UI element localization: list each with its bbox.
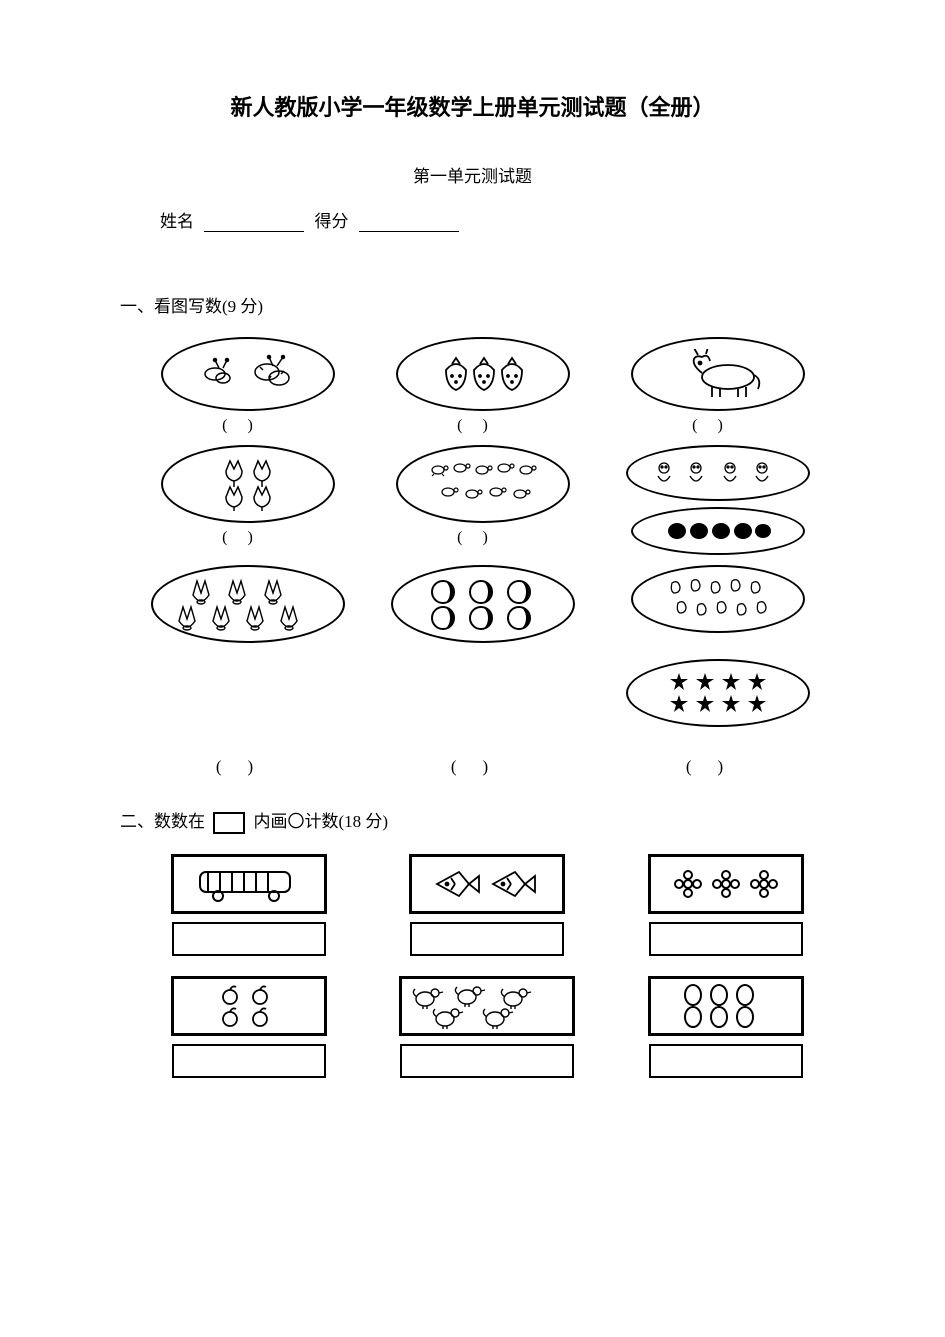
donkey-icon <box>658 349 778 399</box>
answer-box[interactable] <box>410 922 564 956</box>
section2-grid <box>150 854 825 1078</box>
answer-paren[interactable]: () <box>222 529 273 547</box>
oval-container <box>631 337 805 411</box>
oval-container <box>151 565 345 643</box>
oval-container <box>396 445 570 523</box>
answer-box[interactable] <box>172 1044 326 1078</box>
q1-figures-dots <box>610 445 825 555</box>
unit-subtitle: 第一单元测试题 <box>120 162 825 187</box>
q1-moon-balls <box>375 565 590 727</box>
q1-butterflies: () <box>140 337 355 435</box>
dots-icon <box>663 521 773 541</box>
section1-heading: 一、看图写数(9 分) <box>120 292 825 317</box>
turtles-icon <box>418 457 548 511</box>
q2-chickens <box>388 976 586 1078</box>
q2-flowers <box>627 854 825 956</box>
chickens-icon <box>407 983 567 1029</box>
score-blank[interactable] <box>359 215 459 232</box>
answer-paren[interactable]: () <box>457 417 508 435</box>
oval-container <box>396 337 570 411</box>
moon-balls-icon <box>418 577 548 631</box>
tulips-icon <box>198 457 298 511</box>
q1-strawberries: () <box>375 337 590 435</box>
section1-grid: () () <box>140 337 825 727</box>
q2-apples <box>150 976 348 1078</box>
oval-container <box>626 445 810 501</box>
small-box-icon <box>213 812 245 834</box>
fish-icon <box>427 864 547 904</box>
section1-answer-row: () () () <box>140 757 825 777</box>
oval-dots <box>631 507 805 555</box>
drops-icon <box>658 577 778 621</box>
stars-icon <box>658 671 778 715</box>
score-label: 得分 <box>315 212 349 231</box>
q1-donkey: () <box>610 337 825 435</box>
butterflies-icon <box>193 352 303 396</box>
picture-box <box>648 976 804 1036</box>
q2-bus <box>150 854 348 956</box>
picture-box <box>171 854 327 914</box>
worksheet-page: 新人教版小学一年级数学上册单元测试题（全册） 第一单元测试题 姓名 得分 一、看… <box>0 0 945 1118</box>
oval-stars <box>626 659 810 727</box>
answer-paren[interactable]: () <box>457 529 508 547</box>
picture-box <box>399 976 575 1036</box>
oval-container <box>161 445 335 523</box>
picture-box <box>171 976 327 1036</box>
q1-drops-stars <box>610 565 825 727</box>
answer-paren[interactable]: () <box>375 757 590 777</box>
answer-box[interactable] <box>649 922 803 956</box>
answer-box[interactable] <box>400 1044 574 1078</box>
q1-shuttlecocks <box>140 565 355 727</box>
page-title: 新人教版小学一年级数学上册单元测试题（全册） <box>120 90 825 122</box>
oval-container <box>161 337 335 411</box>
flowers-icon <box>666 864 786 904</box>
name-blank[interactable] <box>204 215 304 232</box>
apples-icon <box>204 983 294 1029</box>
q2-fish <box>388 854 586 956</box>
answer-box[interactable] <box>649 1044 803 1078</box>
answer-box[interactable] <box>172 922 326 956</box>
bus-icon <box>194 864 304 904</box>
name-score-line: 姓名 得分 <box>160 207 825 232</box>
answer-paren[interactable]: () <box>692 417 743 435</box>
figures-icon <box>648 456 788 490</box>
picture-box <box>648 854 804 914</box>
q1-tulips: () <box>140 445 355 555</box>
section2-suffix: 内画〇计数(18 分) <box>254 812 389 831</box>
answer-paren[interactable]: () <box>222 417 273 435</box>
eggs-icon <box>671 983 781 1029</box>
answer-paren[interactable]: () <box>140 757 355 777</box>
q1-turtles: () <box>375 445 590 555</box>
answer-paren[interactable]: () <box>610 757 825 777</box>
shuttlecocks-icon <box>173 577 323 631</box>
strawberries-icon <box>428 352 538 396</box>
picture-box <box>409 854 565 914</box>
oval-drops <box>631 565 805 633</box>
section2-prefix: 二、数数在 <box>120 812 205 831</box>
name-label: 姓名 <box>160 212 194 231</box>
section2-heading: 二、数数在 内画〇计数(18 分) <box>120 807 825 834</box>
oval-container <box>391 565 575 643</box>
q2-eggs <box>627 976 825 1078</box>
